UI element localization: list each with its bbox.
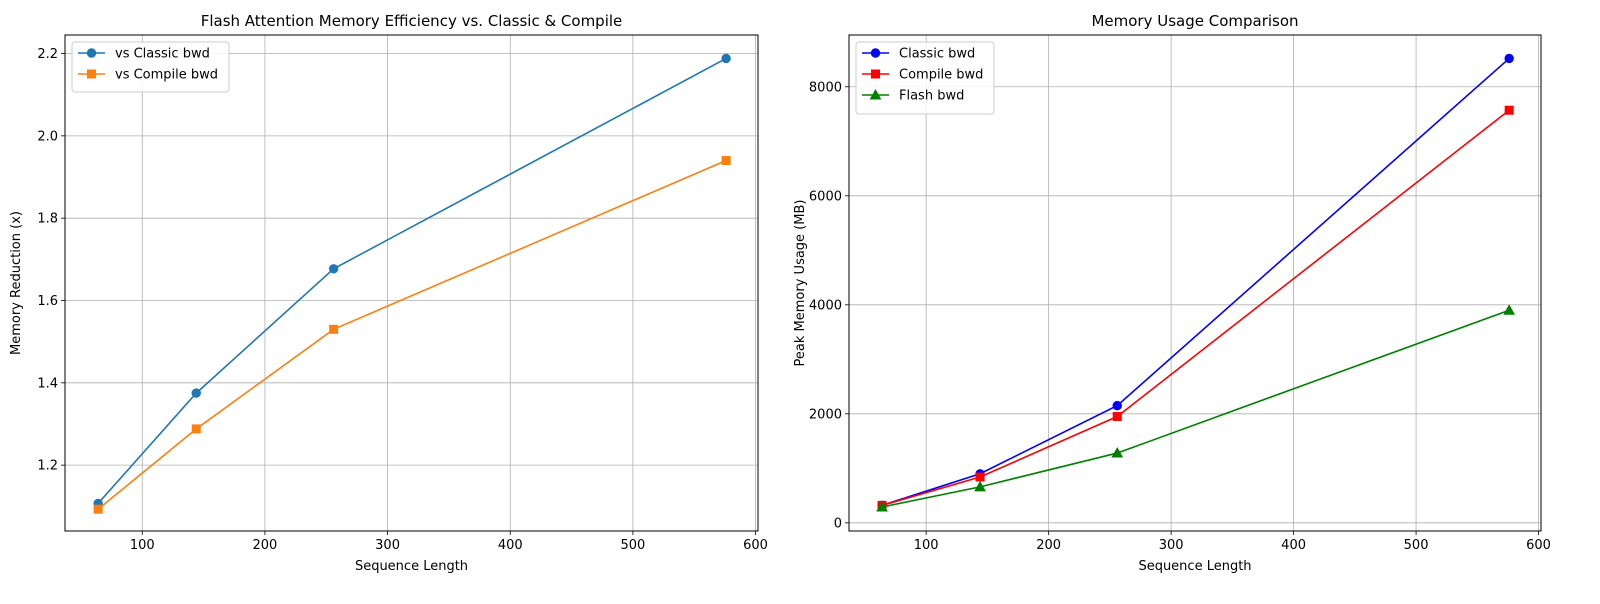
legend-marker — [870, 48, 881, 58]
legend-label: Compile bwd — [899, 68, 983, 83]
x-tick-label: 400 — [1281, 538, 1306, 553]
series-line-1 — [881, 57, 1510, 507]
y-tick-label: 2.2 — [37, 47, 58, 62]
series-line-2 — [881, 109, 1510, 507]
data-point — [1111, 447, 1124, 458]
y-tick-label: 1.2 — [37, 459, 58, 474]
x-tick-label: 600 — [1526, 538, 1551, 553]
chart-title: Flash Attention Memory Efficiency vs. Cl… — [201, 12, 623, 30]
y-tick-label: 1.8 — [37, 212, 58, 227]
legend-marker — [87, 69, 96, 79]
x-tick-label: 100 — [130, 538, 155, 553]
x-tick-label: 600 — [743, 538, 768, 553]
data-point — [1504, 105, 1514, 115]
y-tick-label: 8000 — [809, 80, 842, 95]
y-tick-label: 2.0 — [37, 129, 58, 144]
data-point — [974, 480, 986, 492]
data-point — [329, 324, 339, 334]
axes-frame — [64, 34, 759, 532]
chart-title: Memory Usage Comparison — [1091, 12, 1298, 30]
x-tick-label: 200 — [253, 538, 278, 553]
data-point — [1504, 53, 1514, 64]
legend-box — [855, 41, 995, 115]
data-point — [1503, 304, 1516, 315]
axes-frame — [848, 34, 1542, 532]
data-point — [191, 388, 201, 398]
x-tick-label: 300 — [375, 538, 400, 553]
data-point — [975, 472, 985, 482]
x-axis-label: Sequence Length — [355, 559, 468, 574]
y-axis-label: Memory Reduction (x) — [9, 211, 24, 355]
legend-box — [71, 41, 230, 93]
y-tick-label: 0 — [834, 516, 842, 531]
legend-marker — [86, 48, 97, 58]
y-axis-label: Peak Memory Usage (MB) — [793, 200, 808, 367]
data-point — [721, 53, 731, 64]
x-tick-label: 300 — [1159, 538, 1184, 553]
legend-label: Flash bwd — [899, 89, 964, 104]
series-line-2 — [97, 159, 727, 510]
y-tick-label: 2000 — [809, 407, 842, 422]
chart-panel-2: 100 200 300 400 500 60002000400060008000Memor… — [793, 12, 1551, 574]
data-point — [328, 264, 339, 274]
legend-marker — [871, 69, 880, 79]
y-tick-label: 1.4 — [37, 376, 58, 391]
x-tick-label: 100 — [914, 538, 939, 553]
legend-label: vs Compile bwd — [115, 68, 218, 83]
x-tick-label: 400 — [498, 538, 523, 553]
data-point — [93, 504, 103, 514]
data-point — [1112, 412, 1122, 422]
legend-label: Classic bwd — [899, 47, 975, 62]
x-tick-label: 500 — [620, 538, 645, 553]
y-tick-label: 1.6 — [37, 294, 58, 309]
series-line-3 — [881, 309, 1510, 508]
data-point — [876, 500, 888, 512]
x-tick-label: 200 — [1036, 538, 1061, 553]
data-point — [1112, 400, 1122, 411]
legend-marker — [869, 88, 882, 100]
legend: Classic bwd Compile bwd Flash bwd — [855, 41, 995, 115]
y-tick-label: 4000 — [809, 298, 842, 313]
series-line-1 — [97, 57, 727, 504]
legend: vs Classic bwd vs Compile bwd — [71, 41, 230, 93]
legend-label: vs Classic bwd — [115, 47, 210, 62]
chart-panel-1: 100 200 300 400 500 600 1.2 1.4 1.6 1.8 2.0 2.2 Flas… — [9, 12, 768, 574]
x-tick-label: 500 — [1404, 538, 1429, 553]
x-axis-label: Sequence Length — [1138, 559, 1251, 574]
y-tick-label: 6000 — [809, 189, 842, 204]
data-point — [721, 156, 731, 166]
data-point — [191, 424, 201, 434]
